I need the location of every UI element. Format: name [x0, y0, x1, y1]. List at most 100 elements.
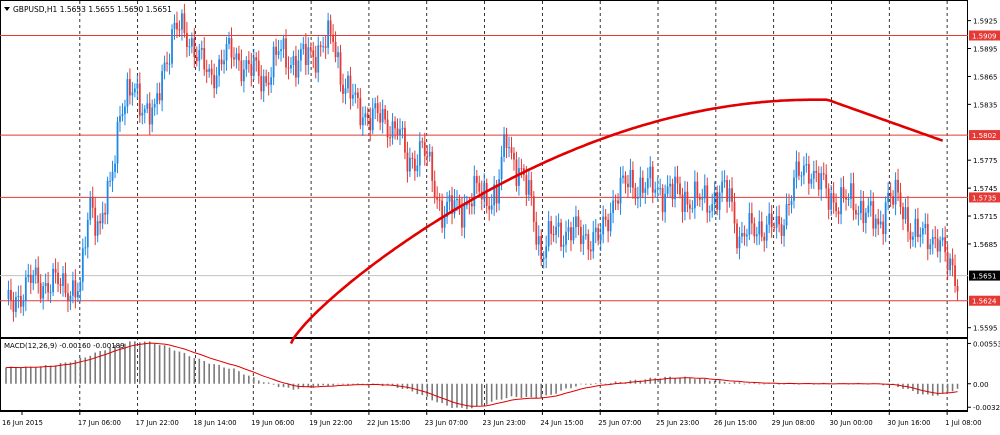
- candle-body: [332, 34, 334, 42]
- candle-body: [42, 286, 45, 299]
- candle-body: [518, 168, 520, 186]
- current-price-tag: 1.5651: [969, 270, 1000, 281]
- candle: [203, 37, 206, 76]
- candle: [188, 38, 191, 57]
- candle: [778, 205, 781, 233]
- candle-body: [79, 281, 82, 292]
- candle-body: [530, 180, 533, 197]
- macd-histogram: [5, 341, 959, 410]
- candle: [733, 192, 736, 234]
- time-axis: 16 Jun 2015 17 Jun 06:00 17 Jun 22:00 18 Ju…: [2, 411, 982, 427]
- candle: [954, 254, 956, 293]
- time-tick: 17 Jun 22:00: [136, 411, 179, 427]
- candle-body: [842, 187, 845, 198]
- candle-body: [723, 180, 726, 182]
- candle-body: [421, 141, 424, 143]
- candle-body: [371, 108, 374, 131]
- candle: [478, 175, 481, 196]
- candle-body: [280, 49, 282, 52]
- candle: [250, 52, 253, 87]
- price-tick-label: 1.5685: [973, 241, 998, 249]
- candle-body: [44, 283, 47, 287]
- candle: [126, 72, 129, 114]
- candle-body: [255, 57, 258, 61]
- candle-body: [607, 219, 610, 232]
- candle-body: [931, 237, 934, 245]
- candle-body: [649, 166, 652, 179]
- candle: [602, 205, 605, 244]
- candle-body: [213, 74, 216, 89]
- macd-bar: [74, 360, 77, 384]
- candle-body: [275, 46, 277, 55]
- candle: [676, 165, 679, 195]
- candle-body: [887, 192, 890, 203]
- candle: [706, 177, 709, 223]
- macd-bar: [540, 383, 543, 398]
- macd-bar: [193, 358, 196, 384]
- macd-bar: [139, 342, 141, 384]
- price-tick-label: 1.5775: [973, 157, 998, 165]
- candle: [396, 118, 399, 140]
- candle-body: [84, 247, 87, 249]
- candle: [671, 178, 674, 208]
- candle: [337, 46, 339, 69]
- candle-body: [12, 300, 15, 312]
- candle-body: [721, 181, 724, 193]
- candle-body: [604, 216, 607, 220]
- candle: [213, 63, 216, 99]
- candle-body: [319, 45, 322, 47]
- candle-body: [399, 129, 401, 135]
- time-tick: 18 Jun 14:00: [193, 411, 237, 427]
- candle: [827, 183, 830, 220]
- candle-body: [693, 181, 696, 209]
- candle-body: [743, 232, 746, 237]
- candle: [119, 105, 121, 132]
- candle: [166, 51, 168, 72]
- candle: [820, 166, 823, 201]
- candle-body: [869, 201, 872, 206]
- macd-bar: [272, 383, 275, 385]
- macd-bar: [431, 383, 434, 401]
- macd-bar: [183, 352, 186, 384]
- dropdown-triangle-icon[interactable]: [4, 7, 10, 11]
- candle-body: [765, 224, 768, 241]
- candle: [74, 269, 77, 309]
- candle-body: [438, 199, 441, 201]
- candle-body: [47, 283, 50, 293]
- candle-body: [691, 208, 694, 210]
- candle-body: [124, 106, 126, 115]
- candle: [114, 155, 116, 179]
- candle-body: [651, 166, 654, 193]
- candle: [218, 54, 221, 87]
- candle-body: [39, 283, 42, 299]
- candle-body: [151, 107, 154, 125]
- candle-body: [879, 221, 882, 225]
- candle: [257, 50, 260, 84]
- candle: [708, 205, 711, 222]
- candle: [557, 213, 560, 238]
- candle: [810, 173, 813, 189]
- candle-body: [198, 49, 201, 62]
- time-tick-label: 25 Jun 07:00: [598, 419, 641, 427]
- macd-bar: [485, 383, 488, 405]
- level-tag-bg: [969, 30, 1000, 41]
- candle-body: [349, 75, 352, 99]
- macd-bar: [267, 382, 270, 384]
- macd-bar: [471, 383, 473, 409]
- candle: [401, 120, 404, 139]
- candle-body: [451, 195, 453, 214]
- candle-body: [944, 237, 947, 253]
- candle-body: [240, 60, 243, 82]
- candle-body: [659, 188, 662, 190]
- candle: [49, 284, 52, 304]
- candle-body: [636, 196, 639, 199]
- level-tag: 1.5802: [969, 130, 1000, 141]
- candle: [458, 194, 461, 215]
- candle-body: [448, 195, 451, 202]
- candle: [376, 95, 379, 122]
- candle: [493, 175, 496, 216]
- candle-body: [520, 168, 523, 170]
- candle-body: [599, 234, 602, 241]
- candle: [411, 152, 414, 169]
